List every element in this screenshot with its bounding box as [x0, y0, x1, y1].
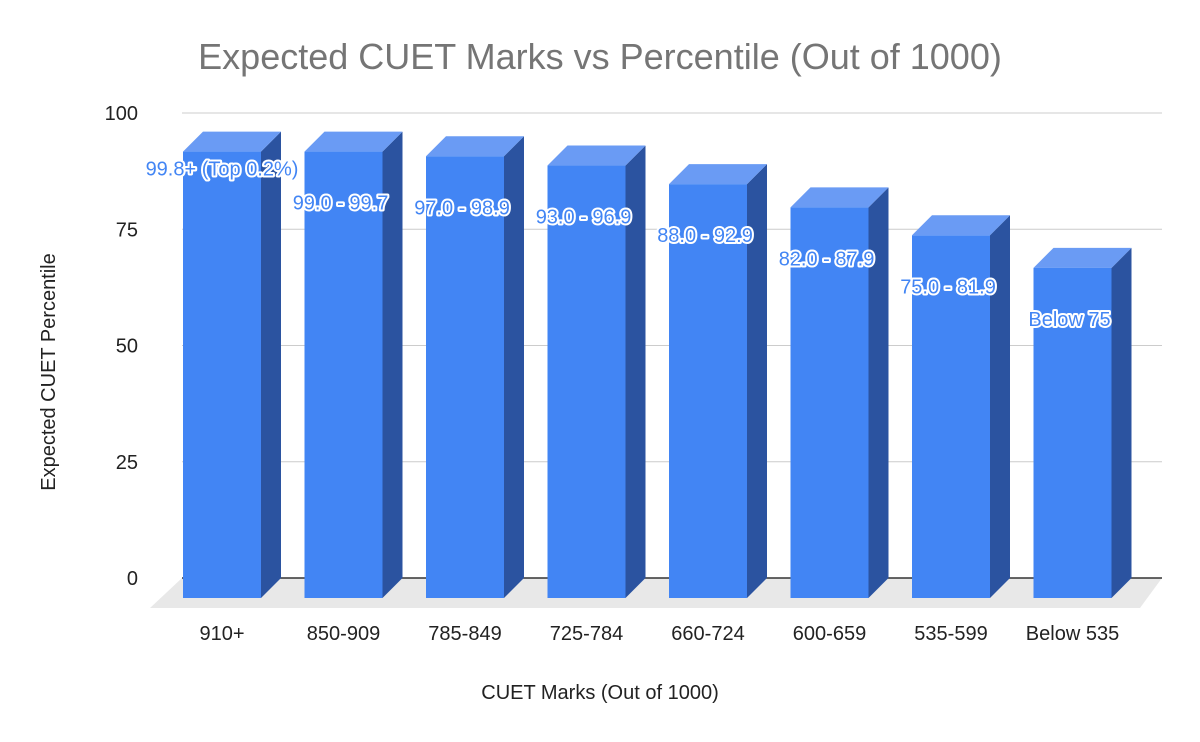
bar-front: [547, 165, 626, 599]
bar-front: [669, 184, 747, 598]
data-label: 97.0 - 98.9: [414, 197, 510, 219]
bar-side: [625, 145, 646, 599]
bar-top: [790, 187, 889, 208]
data-label: 93.0 - 96.9: [536, 207, 632, 229]
bar: [790, 187, 889, 598]
bar-side: [990, 215, 1010, 599]
bar-top: [547, 145, 646, 166]
bar-top: [912, 215, 1010, 236]
x-axis-title: CUET Marks (Out of 1000): [481, 682, 718, 704]
bar-side: [382, 131, 403, 598]
x-tick-label: Below 535: [1026, 623, 1119, 645]
y-tick-label: 50: [116, 336, 138, 358]
bar-front: [1033, 267, 1112, 598]
bar-top: [669, 164, 767, 185]
y-tick-label: 100: [105, 103, 138, 125]
bar-front: [912, 235, 990, 599]
x-tick-label: 910+: [199, 623, 244, 645]
bar-front: [304, 151, 383, 598]
bar-side: [504, 136, 524, 598]
bar: [547, 145, 646, 599]
data-label: 99.0 - 99.7: [293, 193, 389, 215]
y-tick-label: 0: [127, 568, 138, 590]
x-tick-label: 600-659: [793, 623, 866, 645]
data-label: Below 75: [1028, 309, 1110, 331]
bar-front: [790, 207, 869, 598]
x-tick-label: 850-909: [307, 623, 380, 645]
data-label: 82.0 - 87.9: [779, 248, 875, 270]
bar: [426, 136, 524, 598]
bar-side: [747, 164, 767, 598]
data-label: 75.0 - 81.9: [900, 276, 996, 298]
bar-front: [426, 156, 504, 598]
bar: [1033, 247, 1132, 598]
x-tick-label: 785-849: [428, 623, 501, 645]
bar: [304, 131, 403, 598]
bar-top: [426, 136, 524, 157]
bar-side: [261, 131, 281, 598]
x-tick-label: 660-724: [671, 623, 744, 645]
bar: [183, 131, 281, 598]
bar-top: [1033, 247, 1132, 268]
bar-top: [304, 131, 403, 152]
bar-side: [1111, 247, 1132, 598]
bar: [669, 164, 767, 598]
bar-front: [183, 151, 261, 598]
y-tick-label: 25: [116, 452, 138, 474]
x-tick-label: 535-599: [914, 623, 987, 645]
x-tick-label: 725-784: [550, 623, 623, 645]
y-tick-label: 75: [116, 219, 138, 241]
data-label: 99.8+ (Top 0.2%): [146, 159, 299, 181]
data-label: 88.0 - 92.9: [657, 225, 753, 247]
bar-top: [183, 131, 281, 152]
y-axis-title: Expected CUET Percentile: [38, 253, 60, 491]
bar-side: [868, 187, 889, 598]
chart-floor: [150, 578, 1162, 608]
chart-title: Expected CUET Marks vs Percentile (Out o…: [198, 36, 1002, 77]
bar: [912, 215, 1010, 599]
